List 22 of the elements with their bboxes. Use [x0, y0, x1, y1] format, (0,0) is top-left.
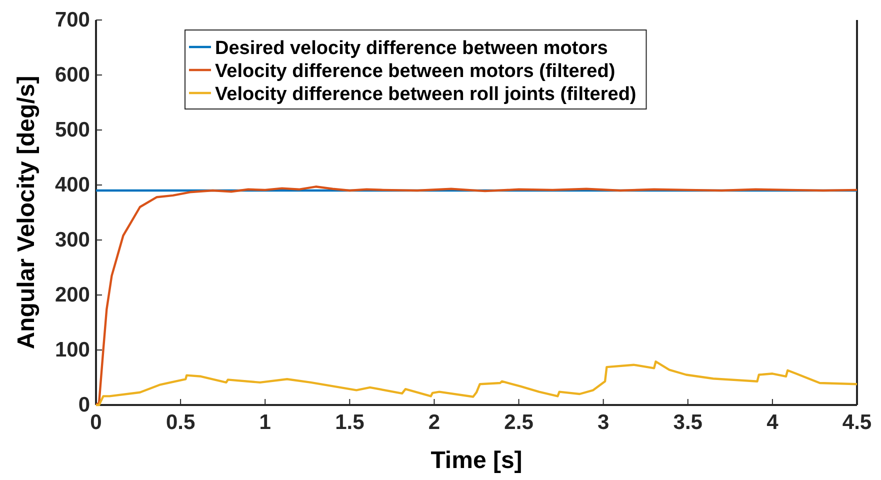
y-tick-label: 400: [54, 174, 90, 197]
x-tick-label: 4: [766, 410, 779, 434]
legend-label: Desired velocity difference between motors: [215, 38, 608, 59]
legend-label: Velocity difference between roll joints (filtered): [215, 84, 636, 105]
x-tick-label: 2.5: [504, 410, 534, 434]
x-tick-label: 1: [259, 410, 272, 434]
x-tick-label: 3: [597, 410, 610, 434]
y-tick-label: 600: [54, 64, 90, 87]
x-axis-title: Time [s]: [430, 447, 522, 474]
legend-label: Velocity difference between motors (filtered): [215, 61, 616, 82]
x-tick-label: 4.5: [842, 410, 872, 434]
y-tick-label: 0: [78, 394, 90, 417]
x-tick-label: 1.5: [335, 410, 365, 434]
x-tick-label: 0.5: [166, 410, 196, 434]
y-tick-label: 500: [54, 118, 90, 142]
x-tick-label: 3.5: [673, 410, 703, 434]
x-tick-label: 2: [428, 410, 440, 434]
y-tick-label: 300: [54, 228, 90, 252]
y-axis-title: Angular Velocity [deg/s]: [13, 76, 40, 350]
y-tick-label: 200: [54, 284, 90, 307]
y-tick-label: 100: [54, 338, 90, 362]
y-tick-label: 700: [54, 8, 90, 32]
